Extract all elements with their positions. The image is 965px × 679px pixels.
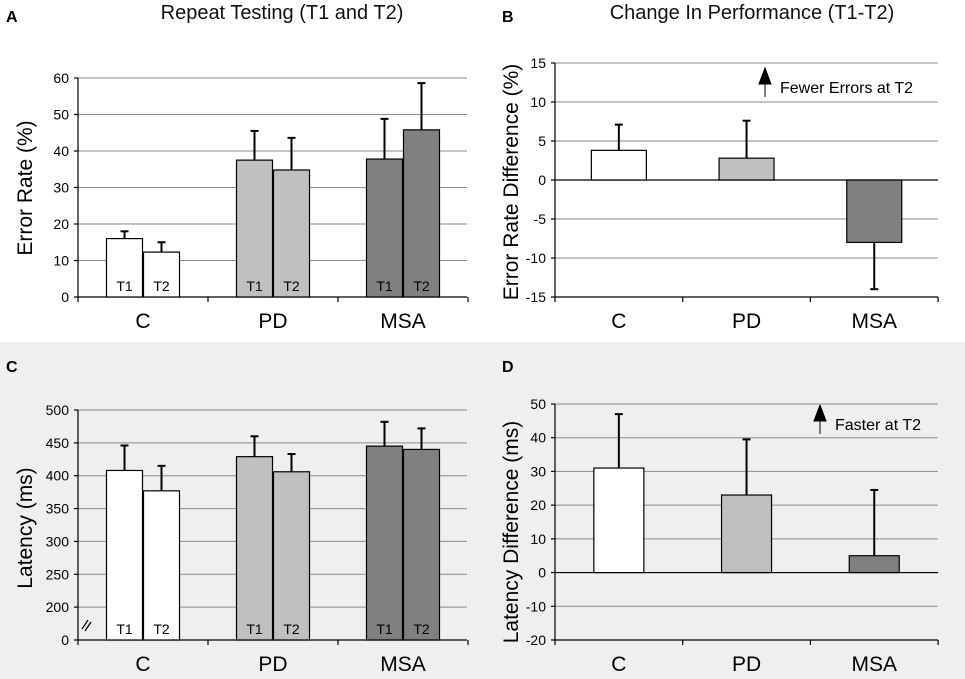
panel-label-b: B xyxy=(502,9,514,26)
axis-break-mark xyxy=(81,619,92,632)
y-tick-label: 250 xyxy=(46,566,70,582)
panel-c-y-axis-label: Latency (ms) xyxy=(14,467,37,588)
y-tick-label: 60 xyxy=(53,70,69,86)
y-tick-label: 10 xyxy=(530,531,546,547)
y-tick-label: 5 xyxy=(538,133,546,149)
bar xyxy=(720,494,773,574)
bar xyxy=(105,238,144,298)
up-arrow-icon xyxy=(813,403,827,434)
bar xyxy=(142,251,181,298)
bar-inner-label: T2 xyxy=(413,621,430,637)
panel-b-y-axis-label: Error Rate Difference (%) xyxy=(500,64,523,301)
panel-label-a: A xyxy=(6,9,18,26)
panel-label-d: D xyxy=(502,359,514,376)
y-tick-label: 10 xyxy=(530,94,546,110)
y-tick-label: -15 xyxy=(526,289,546,305)
y-tick-label: -10 xyxy=(526,598,546,614)
x-category-label: C xyxy=(135,310,150,333)
x-category-label: C xyxy=(611,653,626,676)
bar xyxy=(365,445,404,641)
up-arrow-icon xyxy=(758,66,772,97)
bar-inner-label: T2 xyxy=(153,278,170,294)
y-tick-label: 0 xyxy=(538,565,546,581)
x-category-label: MSA xyxy=(380,653,426,676)
y-tick-label: -10 xyxy=(526,250,546,266)
y-tick-label: 10 xyxy=(53,253,69,269)
panel-d-annotation: Faster at T2 xyxy=(835,417,921,434)
x-category-label: C xyxy=(135,653,150,676)
panel-c: C Latency (ms) xyxy=(6,359,92,632)
y-tick-label: -5 xyxy=(534,211,547,227)
y-tick-label: 0 xyxy=(61,632,69,648)
bar xyxy=(235,159,274,298)
y-tick-label: 450 xyxy=(46,435,70,451)
x-category-label: C xyxy=(611,310,626,333)
bar xyxy=(593,467,645,574)
bar-inner-label: T1 xyxy=(246,278,263,294)
panel-d-y-axis-label: Latency Difference (ms) xyxy=(500,421,523,644)
y-tick-label: 15 xyxy=(530,55,546,71)
y-tick-label: 50 xyxy=(53,107,69,123)
bar xyxy=(846,179,903,244)
bar-inner-label: T1 xyxy=(376,278,393,294)
x-category-label: MSA xyxy=(851,653,897,676)
panel-label-c: C xyxy=(6,359,18,376)
bar xyxy=(365,158,404,298)
y-tick-label: 20 xyxy=(530,497,546,513)
x-category-label: MSA xyxy=(380,310,426,333)
bar-inner-label: T1 xyxy=(116,278,133,294)
x-category-label: PD xyxy=(732,653,761,676)
bar xyxy=(718,157,775,181)
y-tick-label: 30 xyxy=(53,180,69,196)
x-category-label: MSA xyxy=(851,310,897,333)
y-tick-label: -20 xyxy=(526,632,546,648)
bar xyxy=(235,456,274,641)
bar-inner-label: T2 xyxy=(413,278,430,294)
bar xyxy=(402,129,441,298)
panel-a-y-axis-label: Error Rate (%) xyxy=(14,120,37,255)
bar-inner-label: T2 xyxy=(283,621,300,637)
y-tick-label: 40 xyxy=(53,143,69,159)
bar-inner-label: T2 xyxy=(283,278,300,294)
panel-b: B Change In Performance (T1-T2) Error Ra… xyxy=(500,2,913,300)
panel-a-title: Repeat Testing (T1 and T2) xyxy=(161,2,404,24)
y-tick-label: 350 xyxy=(46,501,70,517)
bar xyxy=(272,471,311,641)
x-category-label: PD xyxy=(258,653,287,676)
y-tick-label: 30 xyxy=(530,463,546,479)
bar xyxy=(272,169,311,298)
bar-inner-label: T2 xyxy=(153,621,170,637)
panel-a: A Repeat Testing (T1 and T2) Error Rate … xyxy=(6,2,403,256)
x-category-label: PD xyxy=(732,310,761,333)
panel-b-title: Change In Performance (T1-T2) xyxy=(610,2,895,24)
y-tick-label: 500 xyxy=(46,402,70,418)
y-tick-label: 40 xyxy=(530,430,546,446)
x-category-label: PD xyxy=(258,310,287,333)
bar xyxy=(848,555,900,574)
y-tick-label: 200 xyxy=(46,599,70,615)
panel-d: D Latency Difference (ms) Faster at T2 xyxy=(500,359,921,643)
y-tick-label: 50 xyxy=(530,396,546,412)
bar-inner-label: T1 xyxy=(116,621,133,637)
y-tick-label: 0 xyxy=(538,172,546,188)
panel-b-annotation: Fewer Errors at T2 xyxy=(780,80,913,97)
bar xyxy=(105,469,144,641)
y-tick-label: 20 xyxy=(53,216,69,232)
bar-inner-label: T1 xyxy=(376,621,393,637)
bar xyxy=(402,448,441,641)
y-tick-label: 400 xyxy=(46,468,70,484)
bar xyxy=(142,490,181,641)
bar-inner-label: T1 xyxy=(246,621,263,637)
y-tick-label: 0 xyxy=(61,289,69,305)
bar xyxy=(590,149,647,181)
y-tick-label: 300 xyxy=(46,533,70,549)
